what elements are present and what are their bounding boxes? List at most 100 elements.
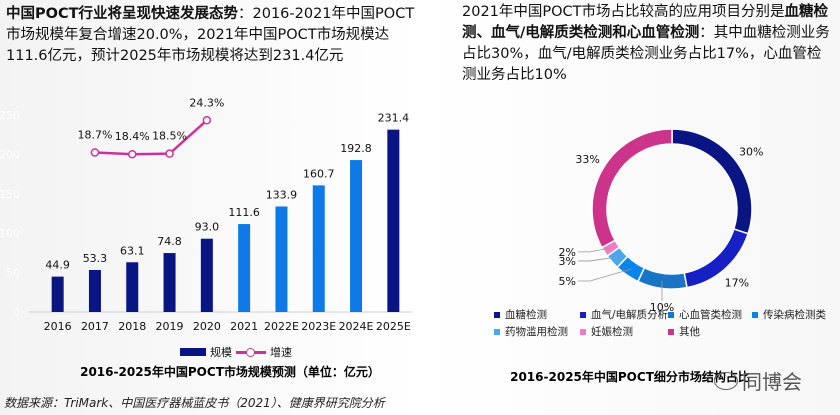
slice-label: 10% — [650, 301, 674, 314]
legend-swatch — [580, 328, 586, 335]
y-tick-label: 250 — [0, 109, 20, 122]
legend-item: 妊娠检测 — [580, 324, 668, 339]
legend-swatch — [752, 311, 758, 318]
donut-chart-caption: 2016-2025年中国POCT细分市场结构占比 — [510, 370, 750, 384]
x-tick-label: 2022E — [264, 320, 299, 333]
x-tick-label: 2025E — [376, 320, 411, 333]
left-headline: 中国POCT行业将呈现快速发展态势：2016-2021年中国POCT市场规模年复… — [6, 4, 416, 67]
bar-value-label: 160.7 — [303, 167, 335, 180]
slice-label: 17% — [725, 277, 749, 290]
bar — [387, 129, 400, 312]
legend-item: 心血管类检测 — [668, 307, 752, 322]
label-leader-line — [578, 256, 618, 262]
y-tick-label: 150 — [0, 188, 20, 201]
label-leader-line — [578, 247, 611, 253]
legend-label: 血气/电解质分析 — [590, 309, 668, 321]
legend-bar-swatch — [180, 348, 206, 356]
bar — [126, 262, 139, 312]
left-headline-bold: 中国POCT行业将呈现快速发展态势 — [6, 6, 238, 22]
growth-value-label: 18.7% — [77, 128, 112, 141]
x-tick-label: 2020 — [193, 320, 221, 333]
legend-swatch — [668, 328, 674, 335]
x-tick-label: 2017 — [81, 320, 109, 333]
watermark: 同博会 — [714, 366, 802, 395]
y-tick-label: 100 — [0, 227, 20, 240]
segment-share-donut: 30% 17% 10% 5% 3%2% 33% — [559, 128, 764, 314]
bar — [238, 224, 251, 312]
slice-label: 3% — [559, 255, 576, 268]
legend-label: 血糖检测 — [505, 309, 547, 321]
bar — [350, 160, 363, 312]
source-note: 数据来源：TriMark、中国医疗器械蓝皮书（2021）、健康界研究院分析 — [4, 396, 385, 410]
growth-point — [90, 148, 100, 157]
bar — [312, 185, 325, 312]
bar-value-label: 53.3 — [83, 252, 108, 265]
legend-item: 其他 — [668, 324, 752, 339]
legend-item: 血气/电解质分析 — [580, 307, 668, 322]
legend-swatch — [494, 311, 500, 318]
y-tick-label: 200 — [0, 148, 20, 161]
y-tick-label: 0 — [13, 306, 20, 319]
bar-value-label: 44.9 — [45, 259, 70, 272]
legend-label: 药物滥用检测 — [505, 326, 568, 338]
legend-label: 其他 — [679, 326, 700, 338]
left-headline-text: ：2016-2021年中国POCT市场规模年复合增速20.0%，2021年中国P… — [6, 6, 415, 64]
growth-point — [128, 149, 137, 159]
bar — [200, 238, 213, 312]
right-headline-text-1: 2021年中国POCT市场占比较高的应用项目分别是 — [462, 4, 785, 20]
legend-line-label: 增速 — [270, 346, 292, 359]
legend-swatch — [668, 311, 674, 318]
x-tick-label: 2016 — [44, 320, 72, 333]
legend-swatch — [580, 311, 586, 318]
bar — [88, 269, 101, 312]
bar — [163, 253, 176, 312]
right-headline: 2021年中国POCT市场占比较高的应用项目分别是血糖检测、血气/电解质类检测和… — [462, 2, 834, 86]
legend-item: 药物滥用检测 — [494, 324, 580, 339]
bar-value-label: 111.6 — [228, 206, 260, 219]
x-tick-label: 2019 — [156, 320, 184, 333]
x-tick-label: 2023E — [301, 320, 336, 333]
bar-value-label: 231.4 — [378, 112, 410, 125]
right-headline-bold: 血糖检测、血气/电解质类检测和心血管检测 — [462, 4, 829, 41]
legend-item: 传染病检测类 — [752, 307, 834, 322]
x-tick-label: 2021 — [230, 320, 258, 333]
bar-value-label: 192.8 — [340, 142, 372, 155]
bar — [275, 206, 288, 312]
label-leader-line — [578, 268, 632, 282]
bar-value-label: 74.8 — [157, 235, 182, 248]
right-headline-text-2: ：其中血糖检测业务占比30%，血气/电解质类检测业务占比17%，心血管检测业务占… — [462, 25, 830, 83]
legend-label: 传染病检测类 — [763, 309, 826, 321]
growth-point — [202, 116, 212, 125]
donut-legend: 血糖检测 血气/电解质分析 心血管类检测 传染病检测类药物滥用检测 妊娠检测 其他 — [494, 307, 834, 339]
donut-slice — [591, 128, 673, 249]
growth-value-label: 18.4% — [115, 130, 150, 143]
x-tick-label: 2024E — [339, 320, 374, 333]
legend-label: 妊娠检测 — [591, 326, 633, 338]
slice-label: 2% — [559, 246, 576, 259]
growth-value-label: 24.3% — [189, 96, 224, 109]
growth-line — [94, 119, 208, 156]
legend-item: 血糖检测 — [494, 307, 580, 322]
slice-label: 33% — [575, 153, 599, 166]
legend-bar-label: 规模 — [210, 346, 232, 359]
bar-value-label: 93.0 — [195, 221, 220, 234]
bar-value-label: 63.1 — [120, 244, 145, 257]
bar-value-label: 133.9 — [266, 188, 298, 201]
x-tick-label: 2018 — [118, 320, 146, 333]
donut-slice — [636, 266, 688, 290]
slice-label: 5% — [559, 275, 576, 288]
growth-value-label: 18.5% — [152, 130, 187, 143]
growth-point — [165, 149, 174, 158]
bar-chart-legend: 规模 增速 — [180, 344, 292, 360]
legend-label: 心血管类检测 — [679, 309, 742, 321]
legend-line-swatch — [236, 347, 266, 357]
slice-label: 30% — [739, 145, 763, 158]
legend-swatch — [494, 328, 500, 335]
watermark-text: 同博会 — [742, 370, 802, 394]
wechat-icon — [714, 371, 738, 390]
y-tick-label: 50 — [6, 267, 20, 280]
bar-chart-caption: 2016-2025年中国POCT市场规模预测（单位：亿元） — [80, 365, 380, 379]
market-size-chart: 0 50 100 150 200 250 44.9 53.3 63.1 74.8 93.0 111.6… — [0, 96, 412, 333]
bar — [51, 276, 64, 312]
